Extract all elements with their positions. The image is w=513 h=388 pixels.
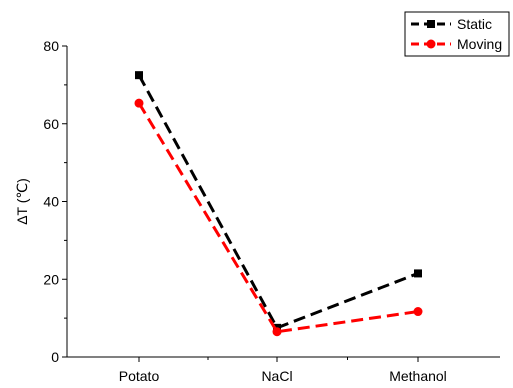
data-point-moving <box>413 307 423 317</box>
x-tick-label: Potato <box>119 368 160 384</box>
y-axis-label: ΔT (℃) <box>14 178 30 225</box>
legend-box <box>404 11 510 57</box>
y-tick-label: 20 <box>43 271 59 287</box>
legend-label: Static <box>457 16 492 32</box>
legend-label: Moving <box>457 36 502 52</box>
x-axis-ticks: Potato NaCl Methanol <box>119 357 447 384</box>
y-tick-label: 80 <box>43 38 59 54</box>
x-tick-label: Methanol <box>389 368 447 384</box>
legend-item-moving: Moving <box>411 36 502 52</box>
legend-marker <box>426 39 436 49</box>
data-point-moving <box>134 98 144 108</box>
series-line-moving <box>137 102 419 334</box>
series-moving <box>134 98 423 337</box>
y-axis-ticks: 0 20 40 60 80 <box>43 38 67 365</box>
x-tick-label: NaCl <box>261 368 292 384</box>
axes <box>66 46 500 358</box>
series-layer <box>134 71 423 337</box>
legend: Static Moving <box>404 11 510 57</box>
data-point-moving <box>272 327 282 337</box>
series-static <box>135 71 422 332</box>
y-tick-label: 0 <box>51 349 59 365</box>
data-point-static <box>135 71 143 80</box>
data-point-static <box>414 269 422 278</box>
y-tick-label: 40 <box>43 194 59 210</box>
y-tick-label: 60 <box>43 116 59 132</box>
legend-item-static: Static <box>411 16 492 32</box>
series-line-static <box>137 74 419 330</box>
legend-marker <box>427 20 435 28</box>
